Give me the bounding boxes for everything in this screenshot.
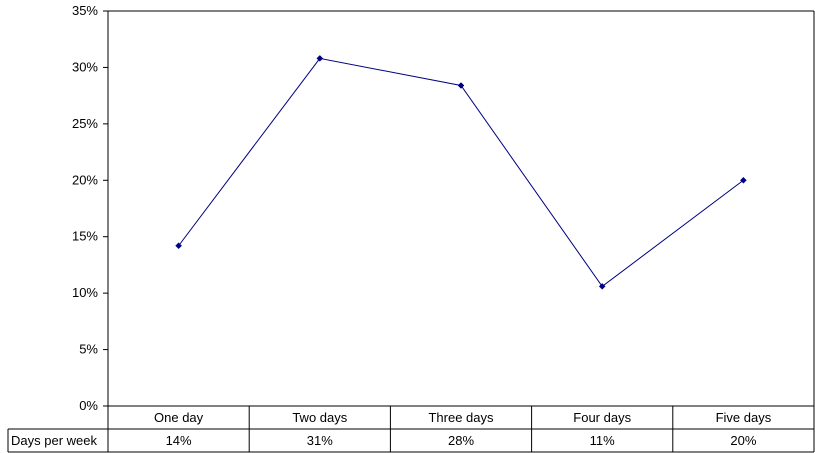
table-value-cell: 20% <box>730 433 756 448</box>
x-category-label: Two days <box>292 410 347 425</box>
y-tick-label: 10% <box>72 285 98 300</box>
y-tick-label: 25% <box>72 116 98 131</box>
y-axis-ticks: 0% 5% 10% 15% 20% 25% 30% 35% <box>72 3 108 413</box>
y-tick-label: 20% <box>72 172 98 187</box>
series-line <box>178 57 744 288</box>
data-point-marker <box>740 176 747 184</box>
data-point-marker <box>316 55 324 62</box>
x-category-label: Four days <box>573 410 631 425</box>
x-category-label: Three days <box>428 410 494 425</box>
table-value-cell: 31% <box>307 433 333 448</box>
x-category-label: One day <box>154 410 204 425</box>
data-point-marker <box>457 82 465 89</box>
y-tick-label: 30% <box>72 59 98 74</box>
y-tick-label: 15% <box>72 229 98 244</box>
table-value-cell: 14% <box>166 433 192 448</box>
y-tick-label: 0% <box>79 398 98 413</box>
data-point-marker <box>598 283 606 290</box>
y-tick-label: 5% <box>79 342 98 357</box>
table-value-cell: 11% <box>590 433 615 448</box>
x-category-label: Five days <box>716 410 772 425</box>
y-tick-label: 35% <box>72 3 98 18</box>
data-point-marker <box>175 242 182 250</box>
table-value-cell: 28% <box>448 433 474 448</box>
data-table: One day Two days Three days Four days Five d… <box>7 405 815 453</box>
series-group <box>175 55 747 290</box>
series-name-label: Days per week <box>11 433 97 448</box>
chart-axes <box>107 10 815 406</box>
